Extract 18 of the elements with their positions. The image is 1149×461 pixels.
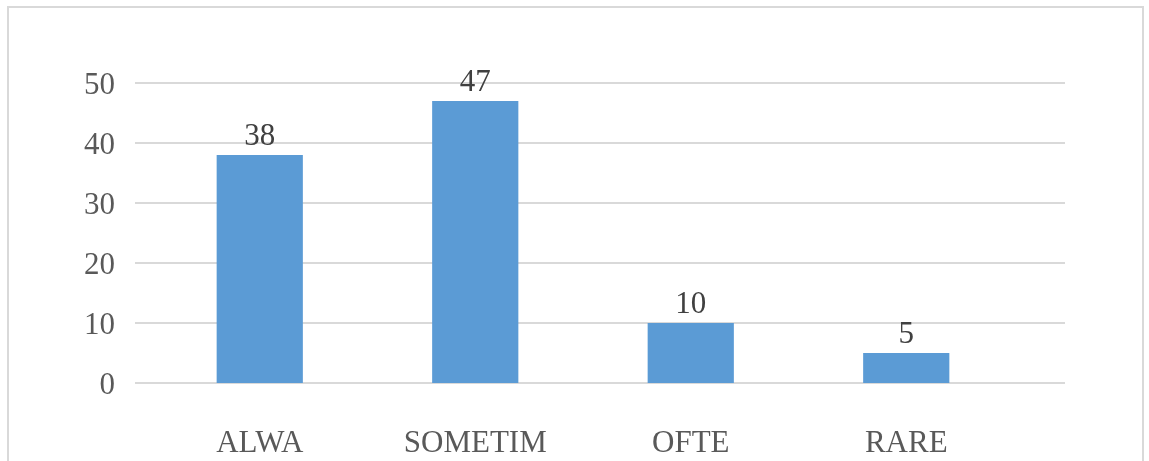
y-tick-label: 20 bbox=[84, 246, 115, 282]
y-tick-label: 50 bbox=[84, 66, 115, 102]
y-tick-label: 40 bbox=[84, 126, 115, 162]
y-tick-label: 30 bbox=[84, 186, 115, 222]
bar bbox=[647, 323, 734, 383]
data-label: 5 bbox=[898, 315, 914, 350]
bar bbox=[216, 155, 303, 383]
y-tick-label: 0 bbox=[99, 366, 115, 402]
data-label: 10 bbox=[675, 285, 707, 320]
bar bbox=[863, 353, 950, 383]
x-tick-label: SOMETIM bbox=[403, 423, 547, 459]
x-tick-label: RARE bbox=[864, 423, 948, 459]
x-tick-label: ALWA bbox=[216, 423, 304, 459]
data-label: 47 bbox=[459, 63, 491, 98]
data-label: 38 bbox=[244, 117, 276, 152]
x-tick-label: OFTE bbox=[652, 423, 730, 459]
bar bbox=[432, 101, 519, 383]
y-tick-label: 10 bbox=[84, 306, 115, 342]
